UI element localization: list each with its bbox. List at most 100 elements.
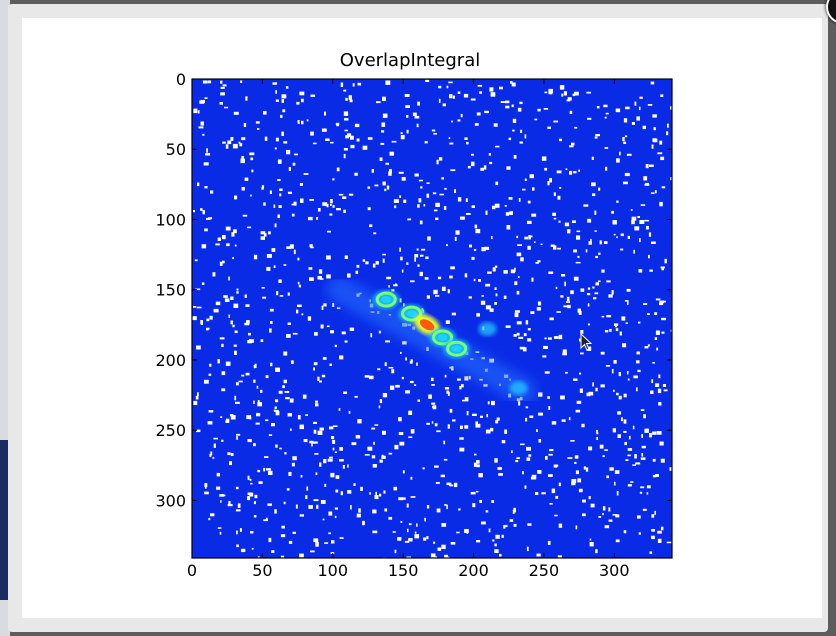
noise-speckle [384, 508, 388, 512]
noise-speckle [640, 457, 646, 460]
noise-speckle [263, 467, 266, 472]
noise-speckle [472, 503, 476, 508]
noise-speckle [569, 110, 573, 114]
noise-speckle [634, 101, 637, 106]
noise-speckle [385, 340, 390, 343]
noise-speckle [520, 257, 524, 262]
noise-speckle [340, 82, 344, 87]
noise-speckle [436, 508, 441, 513]
noise-speckle [646, 485, 651, 489]
noise-speckle [239, 528, 242, 532]
noise-speckle [241, 187, 245, 191]
noise-speckle [400, 132, 403, 135]
noise-speckle [655, 383, 660, 387]
noise-speckle [620, 248, 624, 251]
noise-speckle [444, 504, 447, 506]
noise-speckle [291, 462, 295, 467]
noise-speckle [240, 80, 243, 83]
noise-speckle [364, 454, 370, 456]
noise-speckle [549, 449, 554, 452]
noise-speckle [340, 491, 343, 496]
noise-speckle [593, 297, 597, 300]
noise-speckle [277, 159, 282, 164]
noise-speckle [654, 510, 656, 515]
noise-speckle [556, 311, 561, 313]
noise-speckle [388, 516, 393, 520]
noise-speckle [269, 328, 272, 333]
noise-speckle [447, 289, 450, 294]
noise-speckle [278, 205, 282, 208]
noise-speckle [290, 428, 292, 431]
noise-speckle [200, 121, 204, 126]
noise-speckle [273, 204, 276, 208]
noise-speckle [480, 167, 484, 171]
noise-speckle [280, 114, 283, 118]
noise-speckle [205, 153, 211, 156]
noise-speckle [547, 396, 550, 399]
noise-speckle [263, 519, 268, 522]
noise-speckle [317, 430, 323, 435]
noise-speckle [558, 220, 561, 223]
noise-speckle [394, 549, 397, 554]
noise-speckle [298, 284, 301, 288]
noise-speckle [201, 282, 205, 285]
noise-speckle [621, 316, 626, 321]
noise-speckle [213, 437, 218, 440]
noise-speckle [655, 298, 661, 301]
noise-speckle [457, 91, 461, 94]
noise-speckle [651, 379, 654, 384]
noise-speckle [222, 84, 227, 87]
noise-speckle [350, 144, 355, 149]
noise-speckle [374, 184, 379, 187]
noise-speckle [581, 423, 585, 428]
noise-speckle [661, 266, 664, 271]
noise-speckle [569, 145, 574, 148]
noise-speckle [226, 243, 230, 247]
noise-speckle [625, 106, 630, 110]
noise-speckle [517, 244, 522, 246]
noise-speckle [655, 330, 660, 335]
noise-speckle [614, 470, 620, 474]
noise-speckle [538, 392, 543, 397]
noise-speckle [288, 540, 293, 544]
noise-speckle [283, 264, 287, 266]
noise-speckle [526, 457, 531, 461]
noise-speckle [528, 454, 532, 457]
noise-speckle [489, 87, 494, 92]
noise-speckle [229, 461, 232, 466]
noise-speckle [432, 405, 437, 410]
noise-speckle [469, 244, 472, 248]
noise-speckle [456, 531, 460, 534]
noise-speckle [492, 539, 495, 542]
noise-speckle [357, 82, 362, 86]
y-tick-label: 250 [155, 421, 186, 440]
noise-speckle [324, 483, 327, 487]
noise-speckle [372, 509, 377, 514]
noise-speckle [615, 539, 620, 543]
noise-speckle [516, 321, 522, 325]
noise-speckle [667, 123, 669, 128]
noise-speckle [239, 143, 243, 147]
noise-speckle [598, 516, 602, 518]
noise-speckle [588, 446, 593, 451]
noise-speckle [451, 312, 456, 316]
noise-speckle [557, 195, 561, 200]
x-tick-label: 100 [317, 561, 348, 580]
noise-speckle [641, 445, 646, 449]
noise-speckle [658, 402, 662, 406]
noise-speckle [538, 412, 543, 416]
noise-speckle [616, 158, 620, 163]
noise-speckle [279, 295, 284, 297]
noise-speckle [621, 417, 623, 422]
noise-speckle [275, 137, 279, 142]
noise-speckle [241, 137, 246, 141]
noise-speckle [251, 169, 254, 173]
noise-speckle [310, 550, 315, 553]
noise-speckle [324, 542, 329, 544]
noise-speckle [271, 248, 276, 252]
noise-speckle [371, 427, 376, 430]
noise-speckle [471, 205, 475, 208]
noise-speckle [264, 136, 268, 141]
noise-speckle [625, 322, 628, 324]
noise-speckle [527, 220, 532, 224]
